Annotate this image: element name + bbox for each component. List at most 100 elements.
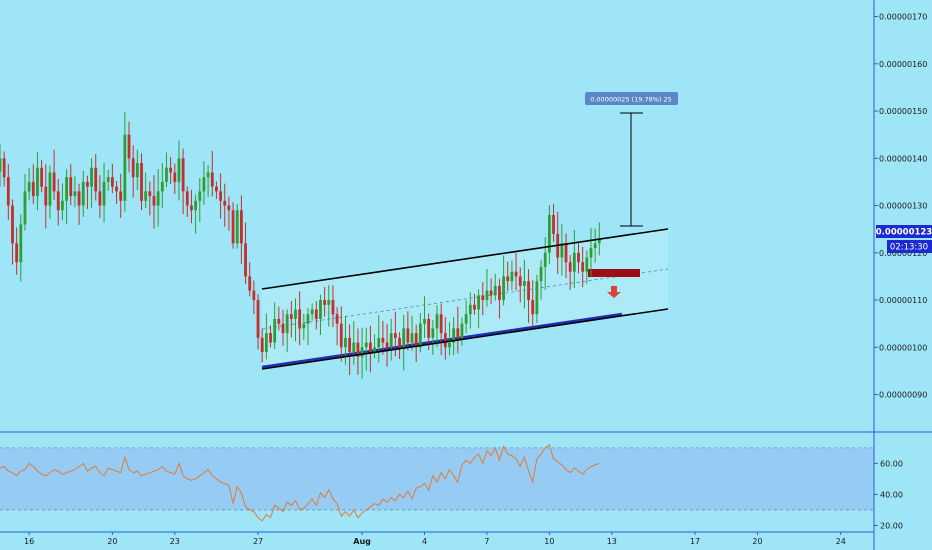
time-tick-label: 7 [484, 537, 489, 546]
candle-body [439, 314, 443, 334]
candle-body [369, 342, 372, 353]
candle-body [173, 172, 177, 182]
candle-body [402, 328, 406, 348]
candle-body [577, 252, 580, 263]
candle-body [260, 337, 264, 353]
candle-body [568, 262, 572, 272]
candle-body [398, 337, 401, 348]
candle-body [373, 347, 376, 353]
price-tick-label: 0.00000150 [879, 107, 927, 116]
time-tick-label: 20 [107, 537, 117, 546]
candle-body [485, 290, 489, 301]
candle-body [527, 281, 530, 301]
candle-body [410, 333, 414, 343]
candle-body [464, 314, 468, 324]
candle-body [356, 342, 360, 357]
price-axis[interactable]: 0.00000170 0.00000160 0.00000150 0.00000140… [874, 13, 927, 400]
price-tick-label: 0.00000130 [879, 202, 927, 211]
candle-body [289, 314, 293, 319]
candle-body [148, 191, 152, 197]
candle-body [314, 309, 318, 319]
candle-body [156, 191, 160, 206]
rsi-tick-label: 20.00 [880, 521, 903, 530]
candle-body [448, 342, 451, 348]
candle-body [98, 191, 102, 206]
candle-body [119, 191, 123, 201]
candle-body [306, 314, 310, 324]
candle-body [177, 158, 181, 182]
candle-body [36, 167, 39, 197]
candle-body [323, 300, 327, 305]
candle-body [281, 323, 285, 334]
candle-body [435, 314, 439, 329]
candle-body [468, 304, 472, 315]
candle-body [11, 205, 14, 244]
candle-body [102, 181, 106, 206]
candle-body [110, 177, 114, 187]
last-price-tag [876, 225, 932, 238]
candle-body [310, 309, 314, 315]
candle-body [264, 333, 268, 353]
candle-body [123, 134, 127, 201]
channel-lines [261, 228, 669, 370]
candle-body [23, 191, 27, 225]
candle-body [40, 167, 44, 187]
candle-body [331, 300, 335, 315]
candle-body [547, 215, 551, 253]
candle-body [73, 191, 77, 197]
candle-body [165, 167, 168, 182]
price-tick-label: 0.00000170 [879, 13, 927, 22]
candle-body [543, 252, 547, 267]
candle-body [131, 158, 135, 178]
candle-body [248, 276, 252, 291]
breakdown-zone [588, 269, 640, 277]
candle-body [202, 177, 206, 192]
candle-body [481, 295, 485, 301]
candle-body [302, 323, 306, 329]
candle-body [52, 172, 56, 192]
candle-body [443, 333, 447, 348]
candle-body [6, 177, 10, 206]
time-axis[interactable]: 16 20 23 27 Aug 4 7 10 13 17 20 24 [24, 532, 846, 546]
candle-body [393, 333, 397, 338]
time-tick-label: 13 [607, 537, 617, 546]
countdown-tag [887, 240, 932, 253]
candle-body [344, 337, 347, 348]
candle-body [2, 158, 6, 178]
candle-body [269, 333, 272, 343]
candle-body [61, 200, 64, 211]
candle-body [44, 186, 48, 206]
candle-body [518, 276, 522, 286]
candle-body [235, 210, 239, 244]
candle-body [460, 323, 464, 338]
candle-body [181, 158, 185, 192]
candle-body [352, 342, 356, 353]
candle-body [335, 314, 339, 324]
candle-body [589, 248, 593, 258]
candle-body [0, 158, 2, 172]
candle-body [493, 285, 497, 296]
price-tick-label: 0.00000110 [879, 296, 927, 305]
time-tick-label: 10 [544, 537, 554, 546]
candle-body [227, 205, 231, 211]
candle-body [15, 243, 19, 263]
candle-body [210, 172, 214, 187]
candle-body [431, 328, 435, 338]
candle-body [239, 210, 243, 244]
candle-body [256, 300, 260, 338]
candle-body [223, 200, 227, 206]
candle-body [135, 163, 139, 178]
candle-body [77, 191, 81, 206]
candle-body [169, 167, 173, 173]
candle-body [48, 172, 52, 206]
candle-body [406, 328, 410, 343]
candle-body [31, 181, 35, 197]
countdown-label: 02:13:30 [890, 243, 928, 253]
measure-label-box [585, 92, 678, 105]
candle-body [585, 257, 589, 272]
candle-body [144, 191, 148, 201]
rsi-line [0, 443, 600, 522]
price-tick-label: 0.00000100 [879, 343, 927, 352]
candle-body [140, 163, 143, 201]
